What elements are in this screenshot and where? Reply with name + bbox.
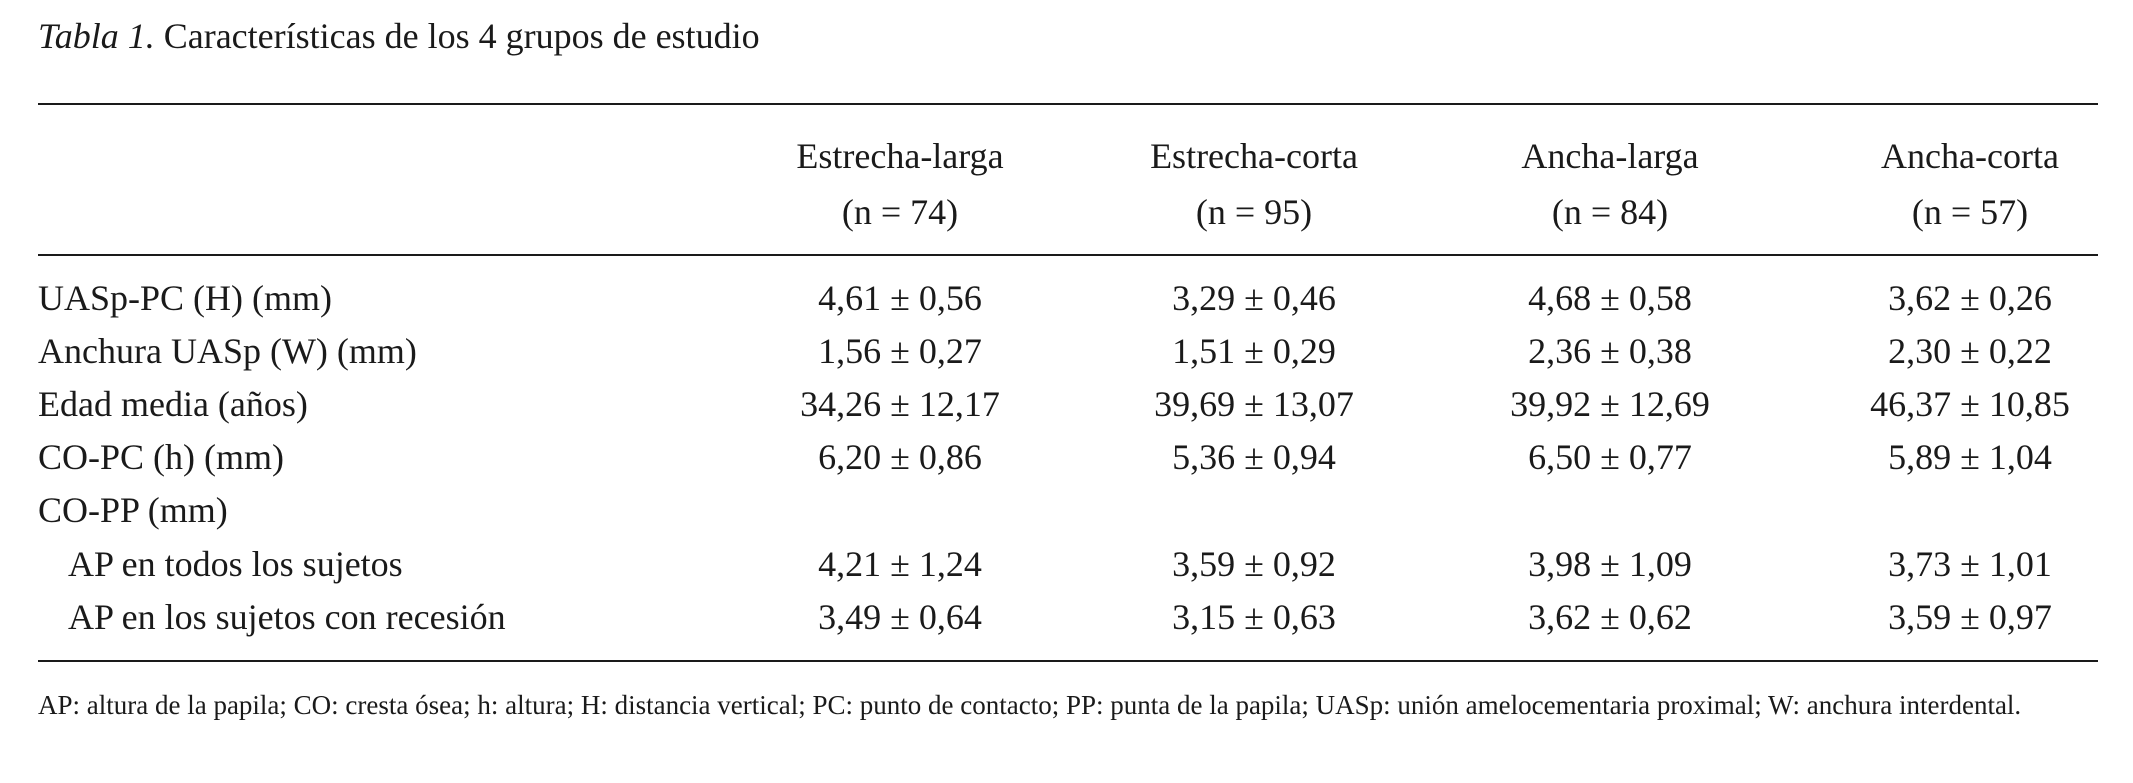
column-header-name: Ancha-corta	[1881, 136, 2059, 176]
table-row: Anchura UASp (W) (mm) 1,56 ± 0,27 1,51 ±…	[0, 325, 2133, 377]
table-cell: 46,37 ± 10,85	[1870, 384, 2070, 424]
column-header-n: (n = 84)	[1551, 192, 1669, 232]
column-header-ancha-corta: Ancha-corta (n = 57)	[1820, 128, 2120, 240]
table-cell: 3,98 ± 1,09	[1528, 544, 1692, 584]
column-header-estrecha-corta: Estrecha-corta (n = 95)	[1104, 128, 1404, 240]
column-header-n: (n = 95)	[1195, 192, 1313, 232]
table-bottom-rule	[38, 660, 2098, 662]
table-row: AP en los sujetos con recesión 3,49 ± 0,…	[0, 591, 2133, 643]
table-cell: 34,26 ± 12,17	[800, 384, 1000, 424]
column-header-n: (n = 74)	[841, 192, 959, 232]
column-header-n: (n = 57)	[1911, 192, 2029, 232]
table-row: Edad media (años) 34,26 ± 12,17 39,69 ± …	[0, 378, 2133, 430]
table-cell: 3,62 ± 0,62	[1528, 597, 1692, 637]
row-label: CO-PC (h) (mm)	[38, 437, 284, 477]
row-label: UASp-PC (H) (mm)	[38, 278, 332, 318]
table-cell: 3,62 ± 0,26	[1888, 278, 2052, 318]
table-cell: 39,92 ± 12,69	[1510, 384, 1710, 424]
table-cell: 2,30 ± 0,22	[1888, 331, 2052, 371]
table-row: UASp-PC (H) (mm) 4,61 ± 0,56 3,29 ± 0,46…	[0, 272, 2133, 324]
table-footnote: AP: altura de la papila; CO: cresta ósea…	[38, 690, 2022, 720]
table-cell: 6,50 ± 0,77	[1528, 437, 1692, 477]
table-cell: 3,73 ± 1,01	[1888, 544, 2052, 584]
table-caption-text: Características de los 4 grupos de estud…	[163, 16, 760, 56]
row-label: CO-PP (mm)	[38, 490, 228, 530]
table-cell: 39,69 ± 13,07	[1154, 384, 1354, 424]
table-header-rule	[38, 254, 2098, 256]
table-top-rule	[38, 103, 2098, 105]
table-cell: 1,56 ± 0,27	[818, 331, 982, 371]
table-row: CO-PP (mm)	[0, 484, 2133, 536]
table-cell: 2,36 ± 0,38	[1528, 331, 1692, 371]
row-label: AP en los sujetos con recesión	[68, 597, 506, 637]
column-header-estrecha-larga: Estrecha-larga (n = 74)	[750, 128, 1050, 240]
table-caption-label: Tabla 1.	[38, 16, 155, 56]
table-cell: 6,20 ± 0,86	[818, 437, 982, 477]
row-label: Edad media (años)	[38, 384, 308, 424]
row-label: Anchura UASp (W) (mm)	[38, 331, 417, 371]
table-row: AP en todos los sujetos 4,21 ± 1,24 3,59…	[0, 538, 2133, 590]
column-header-name: Estrecha-corta	[1150, 136, 1358, 176]
table-cell: 3,59 ± 0,97	[1888, 597, 2052, 637]
row-label: AP en todos los sujetos	[68, 544, 403, 584]
column-header-name: Estrecha-larga	[796, 136, 1004, 176]
table-cell: 5,36 ± 0,94	[1172, 437, 1336, 477]
table-caption: Tabla 1. Características de los 4 grupos…	[38, 12, 760, 60]
table-cell: 4,21 ± 1,24	[818, 544, 982, 584]
column-header-name: Ancha-larga	[1521, 136, 1699, 176]
table-cell: 3,49 ± 0,64	[818, 597, 982, 637]
table-cell: 4,68 ± 0,58	[1528, 278, 1692, 318]
table-cell: 3,59 ± 0,92	[1172, 544, 1336, 584]
table-cell: 3,29 ± 0,46	[1172, 278, 1336, 318]
column-header-ancha-larga: Ancha-larga (n = 84)	[1460, 128, 1760, 240]
table-cell: 4,61 ± 0,56	[818, 278, 982, 318]
table-row: CO-PC (h) (mm) 6,20 ± 0,86 5,36 ± 0,94 6…	[0, 431, 2133, 483]
table-cell: 5,89 ± 1,04	[1888, 437, 2052, 477]
table-cell: 3,15 ± 0,63	[1172, 597, 1336, 637]
table-cell: 1,51 ± 0,29	[1172, 331, 1336, 371]
